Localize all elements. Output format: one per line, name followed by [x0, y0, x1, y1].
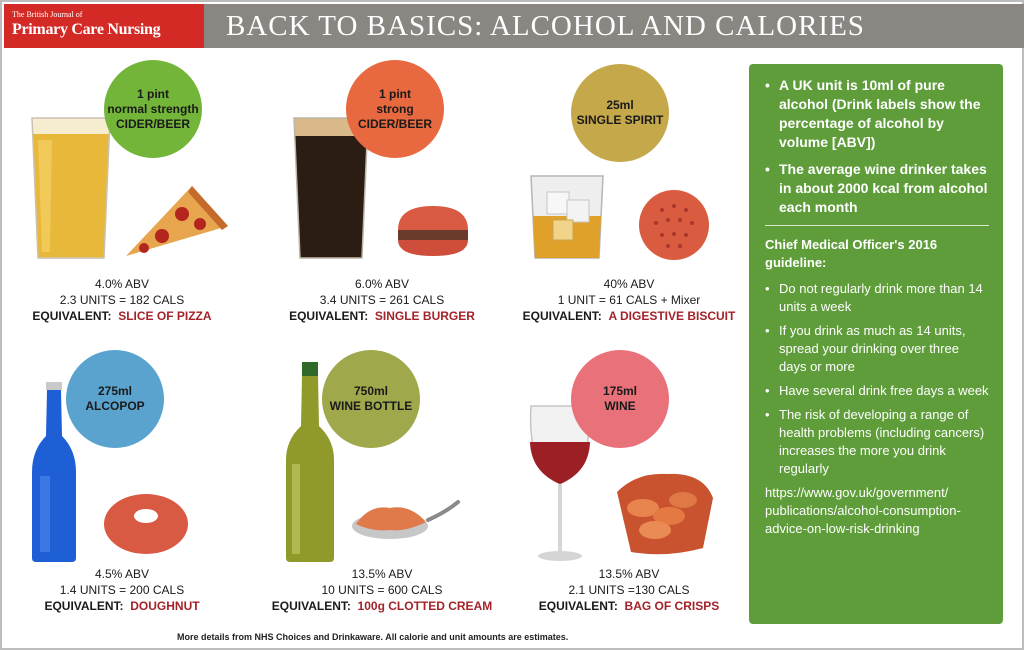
abv-value: 4.0% ABV — [94, 277, 150, 291]
doughnut-icon — [104, 494, 188, 554]
guideline-item: Do not regularly drink more than 14 unit… — [765, 280, 989, 316]
equivalent-food: DOUGHNUT — [130, 599, 200, 613]
equivalent-label: EQUIVALENT: — [289, 309, 369, 323]
fact-item: The average wine drinker takes in about … — [765, 160, 989, 217]
drink-caption: 4.0% ABV 2.3 UNITS = 182 CALS EQUIVALENT… — [2, 276, 242, 324]
drink-item-strong-beer: 1 pint strong CIDER/BEER 6.0% ABV 3.4 UN… — [272, 60, 512, 330]
footnote: More details from NHS Choices and Drinka… — [177, 632, 569, 642]
badge-line: normal strength — [107, 101, 199, 116]
drink-item-normal-beer: 1 pint normal strength CIDER/BEER 4.0% A… — [22, 60, 262, 330]
guideline-list: Do not regularly drink more than 14 unit… — [765, 280, 989, 478]
units-calories: 10 UNITS = 600 CALS — [321, 583, 443, 597]
page-title: BACK TO BASICS: ALCOHOL AND CALORIES — [226, 10, 865, 42]
equivalent-food: BAG OF CRISPS — [624, 599, 720, 613]
units-calories: 3.4 UNITS = 261 CALS — [319, 293, 445, 307]
abv-value: 4.5% ABV — [94, 567, 150, 581]
header-bar: The British Journal of Primary Care Nurs… — [4, 4, 1024, 48]
key-facts-list: A UK unit is 10ml of pure alcohol (Drink… — [765, 76, 989, 217]
drink-caption: 40% ABV 1 UNIT = 61 CALS + Mixer EQUIVAL… — [509, 276, 749, 324]
equivalent-food: SLICE OF PIZZA — [118, 309, 212, 323]
journal-logo: The British Journal of Primary Care Nurs… — [4, 4, 204, 48]
guideline-item: The risk of developing a range of health… — [765, 406, 989, 478]
equivalent-label: EQUIVALENT: — [522, 309, 602, 323]
badge-line: 1 pint — [137, 86, 169, 101]
drink-item-alcopop: 275ml ALCOPOP 4.5% ABV 1.4 UNITS = 200 C… — [22, 348, 262, 618]
logo-title: Primary Care Nursing — [12, 21, 161, 38]
badge-line: strong — [376, 101, 414, 116]
logo-small-text: The British Journal of — [12, 10, 83, 19]
pint-glass-lager-icon — [31, 117, 111, 259]
equivalent-label: EQUIVALENT: — [538, 599, 618, 613]
abv-value: 13.5% ABV — [598, 567, 660, 581]
drink-caption: 6.0% ABV 3.4 UNITS = 261 CALS EQUIVALENT… — [262, 276, 502, 324]
drink-item-wine-bottle: 750ml WINE BOTTLE 13.5% ABV 10 UNITS = 6… — [272, 348, 512, 618]
units-calories: 2.1 UNITS =130 CALS — [568, 583, 690, 597]
alcopop-bottle-icon — [32, 382, 76, 562]
whisky-glass-icon — [530, 175, 604, 259]
drink-caption: 13.5% ABV 10 UNITS = 600 CALS EQUIVALENT… — [262, 566, 502, 614]
equivalent-food: 100g CLOTTED CREAM — [357, 599, 493, 613]
abv-value: 6.0% ABV — [354, 277, 410, 291]
guideline-title: Chief Medical Officer's 2016 guideline: — [765, 237, 938, 270]
badge-line: ALCOPOP — [85, 399, 145, 413]
equivalent-label: EQUIVALENT: — [44, 599, 124, 613]
badge-line: 1 pint — [379, 86, 411, 101]
abv-value: 13.5% ABV — [351, 567, 413, 581]
volume-badge: 1 pint normal strength CIDER/BEER — [104, 60, 202, 158]
spoon-of-cream-icon — [352, 500, 460, 539]
badge-line: 275ml — [97, 384, 133, 398]
badge-line: WINE BOTTLE — [329, 399, 413, 413]
units-calories: 2.3 UNITS = 182 CALS — [59, 293, 185, 307]
equivalent-food: A DIGESTIVE BISCUIT — [608, 309, 736, 323]
volume-badge: 750ml WINE BOTTLE — [322, 350, 420, 448]
guideline-item: Have several drink free days a week — [765, 382, 989, 400]
pizza-slice-icon — [126, 186, 228, 256]
equivalent-label: EQUIVALENT: — [271, 599, 351, 613]
biscuit-icon — [639, 190, 709, 260]
badge-line: CIDER/BEER — [115, 116, 190, 131]
guideline-item: If you drink as much as 14 units, spread… — [765, 322, 989, 376]
equivalent-label: EQUIVALENT: — [32, 309, 112, 323]
crisps-bag-icon — [617, 473, 713, 555]
units-calories: 1 UNIT = 61 CALS + Mixer — [557, 293, 701, 307]
drink-caption: 13.5% ABV 2.1 UNITS =130 CALS EQUIVALENT… — [509, 566, 749, 614]
volume-badge: 275ml ALCOPOP — [66, 350, 164, 448]
badge-line: CIDER/BEER — [357, 116, 432, 131]
badge-line: WINE — [604, 399, 636, 413]
wine-bottle-icon — [286, 362, 334, 562]
abv-value: 40% ABV — [603, 277, 655, 291]
panel-divider — [765, 225, 989, 226]
drink-item-spirit: 25ml SINGLE SPIRIT 40% ABV 1 UNIT = 61 C… — [517, 60, 757, 330]
units-calories: 1.4 UNITS = 200 CALS — [59, 583, 185, 597]
volume-badge: 175ml WINE — [571, 350, 669, 448]
burger-icon — [398, 206, 468, 256]
volume-badge: 25ml SINGLE SPIRIT — [571, 64, 669, 162]
badge-line: 750ml — [353, 384, 389, 398]
equivalent-food: SINGLE BURGER — [374, 309, 475, 323]
drink-item-wine: 175ml WINE 13.5% ABV 2.1 UNITS =130 CALS… — [517, 348, 757, 618]
gov-uk-link[interactable]: https://www.gov.uk/government/ publicati… — [765, 485, 961, 536]
info-panel: A UK unit is 10ml of pure alcohol (Drink… — [749, 64, 1003, 624]
fact-item: A UK unit is 10ml of pure alcohol (Drink… — [765, 76, 989, 152]
volume-badge: 1 pint strong CIDER/BEER — [346, 60, 444, 158]
drink-caption: 4.5% ABV 1.4 UNITS = 200 CALS EQUIVALENT… — [2, 566, 242, 614]
badge-line: SINGLE SPIRIT — [576, 113, 664, 127]
badge-line: 25ml — [606, 98, 634, 112]
badge-line: 175ml — [602, 384, 638, 398]
